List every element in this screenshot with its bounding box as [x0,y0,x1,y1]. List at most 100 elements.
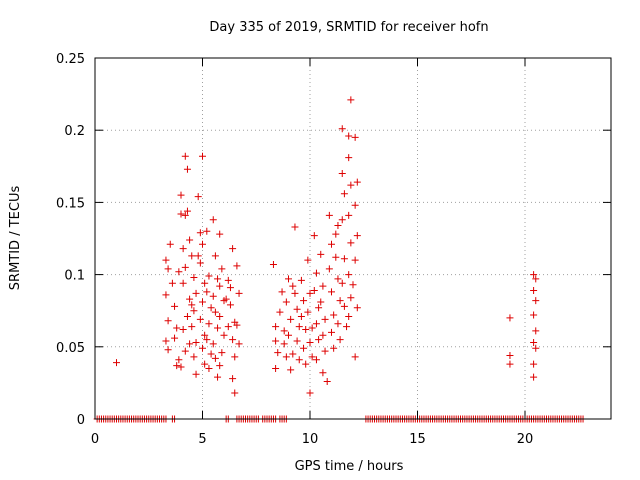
data-point [183,165,191,173]
x-axis-label: GPS time / hours [295,459,404,474]
data-point [295,356,303,364]
data-point [293,337,301,345]
data-points [93,96,587,423]
data-point [338,216,346,224]
data-point [201,331,209,339]
data-point [214,275,222,283]
data-point [175,268,183,276]
data-point [340,255,348,263]
data-point [233,321,241,329]
data-point [175,356,183,364]
data-point [282,298,290,306]
data-point [338,125,346,133]
data-point [190,353,198,361]
data-point [330,344,338,352]
data-point [205,272,213,280]
data-point [347,181,355,189]
data-point [345,271,353,279]
data-point [199,152,206,160]
data-point [229,245,237,253]
data-point [506,351,514,359]
data-point [338,170,346,178]
data-point [325,211,333,219]
data-point [179,279,187,287]
data-point [203,227,211,235]
data-point [332,230,340,238]
data-point [192,338,200,346]
data-point [276,308,284,316]
data-point [319,282,327,290]
data-point [345,211,353,219]
data-point [343,323,351,331]
data-point [351,353,359,361]
data-point [347,96,355,104]
data-point [287,315,295,323]
data-point [235,289,243,297]
data-point [306,338,314,346]
data-point [325,265,333,273]
data-point [532,344,540,352]
data-point [177,191,185,199]
data-point [315,304,323,312]
data-point [351,256,359,264]
data-point [214,373,222,381]
data-point [319,331,327,339]
data-point [297,276,305,284]
data-point [340,302,348,310]
data-point [302,360,310,368]
data-point [332,253,340,261]
y-tick-label: 0.05 [56,341,85,356]
data-point [162,337,170,345]
y-axis-label: SRMTID / TECUs [8,186,23,291]
data-point [532,327,540,335]
data-point [216,362,224,370]
data-point [530,286,538,294]
x-tick-label: 10 [302,432,319,447]
data-point [196,315,204,323]
data-point [532,275,540,283]
data-point [349,281,357,289]
data-point [334,275,342,283]
data-point [164,346,172,354]
data-point [272,323,280,331]
data-point [334,222,342,230]
data-point [278,288,286,296]
data-point [177,210,185,218]
data-point [179,325,187,333]
data-point [351,201,359,209]
data-point [209,216,217,224]
data-point [345,312,353,320]
data-point [300,344,308,352]
data-point [181,211,189,219]
data-point [347,294,355,302]
data-point [353,232,361,240]
data-point [297,312,305,320]
y-tick-label: 0.25 [56,52,85,67]
data-point [113,359,120,367]
data-point [323,377,331,385]
data-point [345,132,353,140]
data-point [214,324,222,332]
data-point [188,323,196,331]
x-tick-label: 15 [409,432,426,447]
data-point [336,336,344,344]
data-point [196,229,204,237]
data-point [306,389,314,397]
data-point [233,262,241,270]
data-point [310,286,318,294]
data-point [287,366,295,374]
data-point [205,364,213,372]
data-point [209,340,217,348]
data-point [199,240,206,248]
data-point [530,311,538,319]
plot-frame [94,57,612,420]
data-point [220,331,228,339]
data-point [192,370,200,378]
data-point [317,250,325,258]
data-point [308,324,316,332]
data-point [177,363,185,371]
y-tick-label: 0.15 [56,196,85,211]
data-point [295,323,303,331]
data-point [211,308,219,316]
data-point [285,331,292,339]
